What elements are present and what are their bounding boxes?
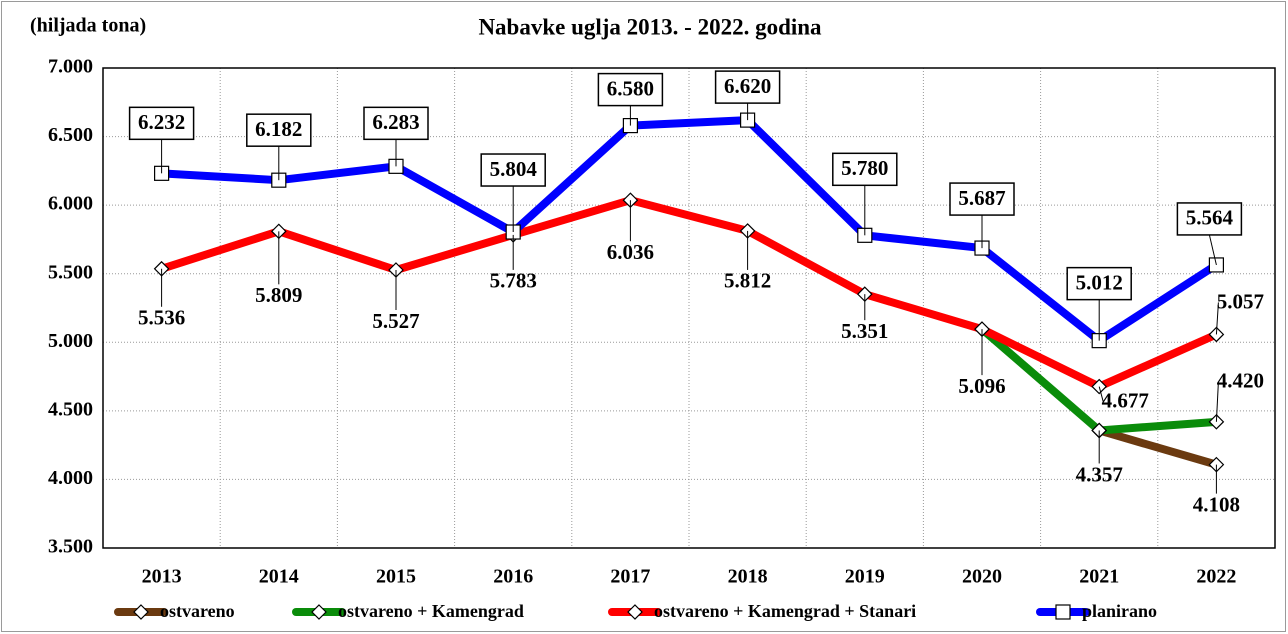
y-tick-label: 5.000	[48, 330, 93, 352]
legend-label: ostvareno + Kamengrad	[338, 601, 524, 621]
x-tick-label: 2018	[728, 566, 768, 588]
data-label: 6.182	[255, 117, 302, 141]
y-axis-label: (hiljada tona)	[30, 15, 146, 37]
data-point	[1208, 413, 1225, 430]
label-box	[128, 106, 195, 141]
x-tick-label: 2014	[259, 566, 299, 588]
data-label: 5.809	[255, 283, 302, 307]
plot-border	[102, 67, 1276, 549]
data-label: 4.357	[1076, 462, 1123, 486]
label-box	[1176, 202, 1243, 236]
series-line	[161, 116, 1219, 345]
data-label: 4.108	[1193, 492, 1240, 516]
label-box	[714, 70, 781, 104]
x-tick-label: 2015	[376, 566, 416, 588]
data-label: 5.527	[372, 309, 419, 333]
data-label: 6.283	[372, 110, 419, 134]
label-box	[480, 153, 546, 187]
data-label: 5.783	[490, 269, 537, 293]
legend-marker	[311, 604, 327, 620]
chart-title: Nabavke uglja 2013. - 2022. godina	[478, 14, 822, 39]
legend-label: ostvareno + Kamengrad + Stanari	[654, 601, 916, 621]
data-label: 6.620	[724, 74, 771, 98]
y-tick-label: 3.500	[48, 536, 93, 558]
x-tick-label: 2013	[142, 566, 182, 588]
x-tick-label: 2016	[493, 566, 533, 588]
legend-label: ostvareno	[160, 601, 235, 621]
y-tick-label: 6.000	[48, 193, 93, 215]
data-label: 5.351	[841, 319, 888, 343]
data-label: 5.564	[1186, 206, 1234, 230]
leader-line	[1215, 302, 1219, 335]
legend-marker	[133, 604, 149, 620]
leader-line	[1208, 234, 1217, 266]
data-label: 5.812	[724, 269, 771, 293]
label-box	[246, 113, 312, 147]
data-label: 5.096	[958, 374, 1005, 398]
x-tick-label: 2022	[1196, 566, 1236, 588]
y-tick-label: 4.000	[48, 467, 93, 489]
label-box	[832, 152, 898, 187]
data-label: 5.057	[1217, 289, 1264, 313]
leader-line	[1098, 386, 1104, 402]
x-tick-label: 2019	[845, 566, 885, 588]
data-label: 5.536	[138, 306, 185, 330]
legend-label: planirano	[1082, 601, 1157, 621]
legend-marker	[1055, 604, 1071, 620]
y-tick-label: 7.000	[48, 56, 93, 78]
x-tick-label: 2021	[1079, 566, 1119, 588]
y-tick-label: 5.500	[48, 261, 93, 283]
data-label: 6.036	[607, 240, 654, 264]
legend-marker	[627, 604, 643, 620]
label-box	[597, 72, 664, 107]
x-tick-label: 2017	[610, 566, 650, 588]
y-tick-label: 6.500	[48, 124, 93, 146]
data-label: 5.687	[958, 186, 1005, 210]
data-label: 4.420	[1217, 369, 1264, 393]
x-tick-label: 2020	[962, 566, 1002, 588]
leader-line	[1215, 381, 1219, 422]
data-label: 4.677	[1102, 388, 1149, 412]
label-box	[363, 106, 429, 141]
label-box	[949, 182, 1015, 216]
data-label: 6.232	[138, 110, 185, 134]
data-label: 5.780	[841, 156, 888, 180]
data-point	[1208, 326, 1225, 343]
data-label: 5.012	[1076, 270, 1123, 294]
series-line	[160, 196, 1219, 391]
data-label: 5.804	[490, 157, 538, 181]
data-label: 6.580	[607, 76, 654, 100]
y-tick-label: 4.500	[48, 398, 93, 420]
series-line	[1098, 426, 1218, 469]
label-box	[1066, 266, 1132, 301]
